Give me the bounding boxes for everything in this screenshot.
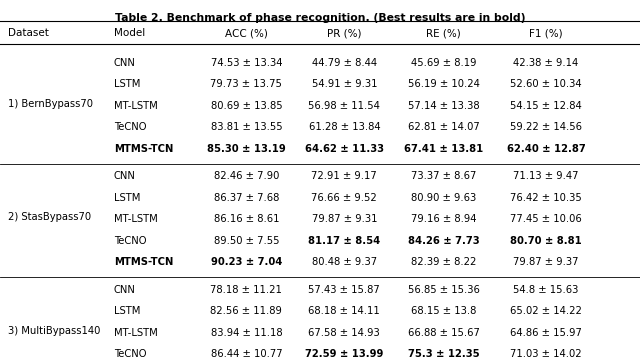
Text: 90.23 ± 7.04: 90.23 ± 7.04 — [211, 257, 282, 267]
Text: MT-LSTM: MT-LSTM — [114, 101, 157, 111]
Text: 85.30 ± 13.19: 85.30 ± 13.19 — [207, 144, 286, 154]
Text: MT-LSTM: MT-LSTM — [114, 328, 157, 338]
Text: 84.26 ± 7.73: 84.26 ± 7.73 — [408, 236, 479, 246]
Text: 79.73 ± 13.75: 79.73 ± 13.75 — [211, 79, 282, 89]
Text: TeCNO: TeCNO — [114, 349, 147, 357]
Text: CNN: CNN — [114, 171, 136, 181]
Text: 86.44 ± 10.77: 86.44 ± 10.77 — [211, 349, 282, 357]
Text: TeCNO: TeCNO — [114, 122, 147, 132]
Text: Model: Model — [114, 28, 145, 38]
Text: 67.41 ± 13.81: 67.41 ± 13.81 — [404, 144, 483, 154]
Text: ACC (%): ACC (%) — [225, 28, 268, 38]
Text: 62.81 ± 14.07: 62.81 ± 14.07 — [408, 122, 479, 132]
Text: 71.03 ± 14.02: 71.03 ± 14.02 — [510, 349, 582, 357]
Text: 57.43 ± 15.87: 57.43 ± 15.87 — [308, 285, 380, 295]
Text: 64.62 ± 11.33: 64.62 ± 11.33 — [305, 144, 384, 154]
Text: 80.90 ± 9.63: 80.90 ± 9.63 — [411, 193, 476, 203]
Text: Table 2. Benchmark of phase recognition. (Best results are in bold): Table 2. Benchmark of phase recognition.… — [115, 13, 525, 23]
Text: 3) MultiBypass140: 3) MultiBypass140 — [8, 326, 100, 336]
Text: 72.91 ± 9.17: 72.91 ± 9.17 — [312, 171, 377, 181]
Text: CNN: CNN — [114, 58, 136, 68]
Text: 56.98 ± 11.54: 56.98 ± 11.54 — [308, 101, 380, 111]
Text: 80.69 ± 13.85: 80.69 ± 13.85 — [211, 101, 282, 111]
Text: 81.17 ± 8.54: 81.17 ± 8.54 — [308, 236, 380, 246]
Text: 74.53 ± 13.34: 74.53 ± 13.34 — [211, 58, 282, 68]
Text: 76.66 ± 9.52: 76.66 ± 9.52 — [312, 193, 377, 203]
Text: 80.70 ± 8.81: 80.70 ± 8.81 — [510, 236, 582, 246]
Text: 62.40 ± 12.87: 62.40 ± 12.87 — [506, 144, 586, 154]
Text: 54.8 ± 15.63: 54.8 ± 15.63 — [513, 285, 579, 295]
Text: LSTM: LSTM — [114, 79, 140, 89]
Text: 64.86 ± 15.97: 64.86 ± 15.97 — [510, 328, 582, 338]
Text: 82.56 ± 11.89: 82.56 ± 11.89 — [211, 306, 282, 316]
Text: 52.60 ± 10.34: 52.60 ± 10.34 — [510, 79, 582, 89]
Text: LSTM: LSTM — [114, 306, 140, 316]
Text: 61.28 ± 13.84: 61.28 ± 13.84 — [308, 122, 380, 132]
Text: 86.16 ± 8.61: 86.16 ± 8.61 — [214, 214, 279, 224]
Text: 82.46 ± 7.90: 82.46 ± 7.90 — [214, 171, 279, 181]
Text: CNN: CNN — [114, 285, 136, 295]
Text: 89.50 ± 7.55: 89.50 ± 7.55 — [214, 236, 279, 246]
Text: 73.37 ± 8.67: 73.37 ± 8.67 — [411, 171, 476, 181]
Text: 79.87 ± 9.37: 79.87 ± 9.37 — [513, 257, 579, 267]
Text: 80.48 ± 9.37: 80.48 ± 9.37 — [312, 257, 377, 267]
Text: 57.14 ± 13.38: 57.14 ± 13.38 — [408, 101, 479, 111]
Text: 78.18 ± 11.21: 78.18 ± 11.21 — [211, 285, 282, 295]
Text: LSTM: LSTM — [114, 193, 140, 203]
Text: 83.94 ± 11.18: 83.94 ± 11.18 — [211, 328, 282, 338]
Text: 42.38 ± 9.14: 42.38 ± 9.14 — [513, 58, 579, 68]
Text: 82.39 ± 8.22: 82.39 ± 8.22 — [411, 257, 476, 267]
Text: 2) StasBypass70: 2) StasBypass70 — [8, 212, 91, 222]
Text: 72.59 ± 13.99: 72.59 ± 13.99 — [305, 349, 383, 357]
Text: MT-LSTM: MT-LSTM — [114, 214, 157, 224]
Text: RE (%): RE (%) — [426, 28, 461, 38]
Text: TeCNO: TeCNO — [114, 236, 147, 246]
Text: MTMS-TCN: MTMS-TCN — [114, 257, 173, 267]
Text: F1 (%): F1 (%) — [529, 28, 563, 38]
Text: 68.15 ± 13.8: 68.15 ± 13.8 — [411, 306, 476, 316]
Text: 79.87 ± 9.31: 79.87 ± 9.31 — [312, 214, 377, 224]
Text: 83.81 ± 13.55: 83.81 ± 13.55 — [211, 122, 282, 132]
Text: 56.19 ± 10.24: 56.19 ± 10.24 — [408, 79, 479, 89]
Text: 75.3 ± 12.35: 75.3 ± 12.35 — [408, 349, 479, 357]
Text: 44.79 ± 8.44: 44.79 ± 8.44 — [312, 58, 377, 68]
Text: MTMS-TCN: MTMS-TCN — [114, 144, 173, 154]
Text: 1) BernBypass70: 1) BernBypass70 — [8, 99, 93, 109]
Text: 71.13 ± 9.47: 71.13 ± 9.47 — [513, 171, 579, 181]
Text: 79.16 ± 8.94: 79.16 ± 8.94 — [411, 214, 476, 224]
Text: Dataset: Dataset — [8, 28, 49, 38]
Text: 54.91 ± 9.31: 54.91 ± 9.31 — [312, 79, 377, 89]
Text: 54.15 ± 12.84: 54.15 ± 12.84 — [510, 101, 582, 111]
Text: 66.88 ± 15.67: 66.88 ± 15.67 — [408, 328, 479, 338]
Text: 65.02 ± 14.22: 65.02 ± 14.22 — [510, 306, 582, 316]
Text: 45.69 ± 8.19: 45.69 ± 8.19 — [411, 58, 476, 68]
Text: 56.85 ± 15.36: 56.85 ± 15.36 — [408, 285, 479, 295]
Text: 76.42 ± 10.35: 76.42 ± 10.35 — [510, 193, 582, 203]
Text: 86.37 ± 7.68: 86.37 ± 7.68 — [214, 193, 279, 203]
Text: 68.18 ± 14.11: 68.18 ± 14.11 — [308, 306, 380, 316]
Text: 59.22 ± 14.56: 59.22 ± 14.56 — [510, 122, 582, 132]
Text: 67.58 ± 14.93: 67.58 ± 14.93 — [308, 328, 380, 338]
Text: 77.45 ± 10.06: 77.45 ± 10.06 — [510, 214, 582, 224]
Text: PR (%): PR (%) — [327, 28, 362, 38]
